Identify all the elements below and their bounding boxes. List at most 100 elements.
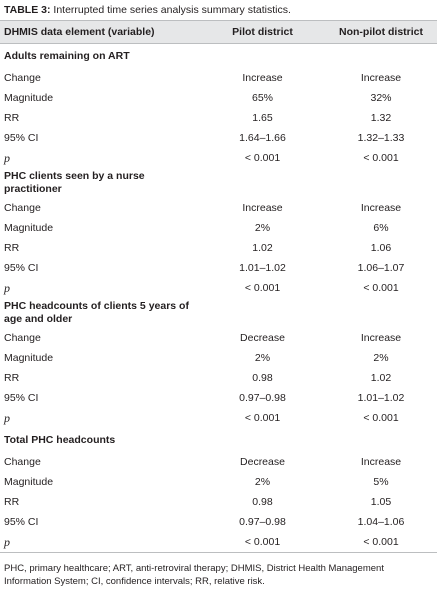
row-label: Change (4, 72, 41, 84)
group-title-text: Adults remaining on ART (4, 49, 130, 62)
row-label: RR (4, 496, 20, 508)
group-row: PHC headcounts of clients 5 years of age… (0, 298, 437, 328)
cell: < 0.001 (244, 412, 281, 424)
footnote: PHC, primary healthcare; ART, anti-retro… (4, 563, 384, 587)
cell: < 0.001 (244, 282, 281, 294)
cell: 2% (373, 352, 389, 364)
data-row: p < 0.001 < 0.001 (0, 408, 437, 428)
cell: 2% (254, 352, 271, 364)
cell: Increase (242, 202, 283, 214)
row-label: p (4, 280, 10, 295)
row-label: Change (4, 456, 41, 468)
cell: 1.02 (252, 242, 273, 254)
cell: 1.01–1.02 (239, 262, 286, 274)
row-label: RR (4, 372, 20, 384)
data-row: RR 1.02 1.06 (0, 238, 437, 258)
cell: 0.97–0.98 (239, 392, 286, 404)
row-label: Magnitude (4, 92, 54, 104)
cell: 1.32 (370, 112, 392, 124)
data-row: Change Increase Increase (0, 198, 437, 218)
row-label: p (0, 532, 200, 553)
row-label: Magnitude (4, 222, 54, 234)
group-title-text: PHC headcounts of clients 5 years of age… (4, 300, 189, 325)
cell: 1.06 (370, 242, 392, 254)
row-label: Magnitude (4, 352, 54, 364)
row-label: p (4, 410, 10, 425)
column-header: DHMIS data element (variable) (0, 20, 200, 44)
cell: < 0.001 (363, 412, 399, 424)
data-row: Magnitude 2% 5% (0, 472, 437, 492)
data-row: Magnitude 65% 32% (0, 88, 437, 108)
cell: Decrease (240, 332, 285, 344)
cell: < 0.001 (200, 532, 325, 553)
cell: Increase (360, 72, 402, 84)
data-row: p < 0.001 < 0.001 (0, 278, 437, 298)
cell: Increase (360, 332, 402, 344)
data-row: RR 0.98 1.02 (0, 368, 437, 388)
row-label: Change (4, 332, 41, 344)
data-row: Magnitude 2% 2% (0, 348, 437, 368)
data-row: Magnitude 2% 6% (0, 218, 437, 238)
cell: 65% (251, 92, 273, 104)
cell: 0.98 (252, 496, 273, 508)
caption-text: Interrupted time series analysis summary… (53, 4, 291, 16)
row-label: Magnitude (4, 476, 54, 488)
row-label: RR (4, 242, 20, 254)
group-row: Adults remaining on ART (0, 44, 437, 69)
cell: 2% (254, 476, 271, 488)
cell: 1.64–1.66 (239, 132, 286, 144)
group-title: PHC headcounts of clients 5 years of age… (0, 298, 437, 328)
cell: Increase (360, 456, 402, 468)
row-label: 95% CI (4, 516, 39, 528)
row-label: 95% CI (4, 132, 39, 144)
cell: 1.02 (370, 372, 392, 384)
table-caption: TABLE 3: Interrupted time series analysi… (4, 4, 291, 16)
data-row: 95% CI 0.97–0.98 1.04–1.06 (0, 512, 437, 532)
data-row: p < 0.001 < 0.001 (0, 532, 437, 553)
cell: 6% (373, 222, 389, 234)
cell: < 0.001 (363, 282, 399, 294)
data-row: RR 0.98 1.05 (0, 492, 437, 512)
cell: 32% (370, 92, 392, 104)
cell: < 0.001 (363, 152, 399, 164)
group-title: PHC clients seen by a nurse practitioner (0, 168, 437, 198)
cell: 0.98 (252, 372, 273, 384)
cell: 0.97–0.98 (239, 516, 286, 528)
data-row: 95% CI 0.97–0.98 1.01–1.02 (0, 388, 437, 408)
group-title-text: PHC clients seen by a nurse practitioner (4, 170, 145, 195)
row-label: p (4, 150, 10, 165)
cell: < 0.001 (244, 152, 281, 164)
cell: 1.05 (370, 496, 392, 508)
data-row: RR 1.65 1.32 (0, 108, 437, 128)
group-row: PHC clients seen by a nurse practitioner (0, 168, 437, 198)
group-row: Total PHC headcounts (0, 428, 437, 452)
group-title: Adults remaining on ART (0, 44, 437, 69)
data-row: p < 0.001 < 0.001 (0, 148, 437, 168)
row-label: Change (4, 202, 41, 214)
caption-label: TABLE 3: (4, 4, 51, 16)
statistics-table: DHMIS data element (variable) Pilot dist… (0, 20, 437, 553)
cell: Increase (360, 202, 402, 214)
data-row: Change Decrease Increase (0, 328, 437, 348)
row-label: 95% CI (4, 262, 39, 274)
cell: < 0.001 (325, 532, 437, 553)
column-header: Pilot district (200, 20, 325, 44)
cell: 1.65 (252, 112, 273, 124)
cell: 5% (373, 476, 389, 488)
row-label: RR (4, 112, 20, 124)
row-label: 95% CI (4, 392, 39, 404)
group-title: Total PHC headcounts (0, 428, 437, 452)
data-row: Change Decrease Increase (0, 452, 437, 472)
data-row: Change Increase Increase (0, 68, 437, 88)
cell: 1.06–1.07 (357, 262, 405, 274)
data-row: 95% CI 1.64–1.66 1.32–1.33 (0, 128, 437, 148)
column-header: Non-pilot district (325, 20, 437, 44)
data-row: 95% CI 1.01–1.02 1.06–1.07 (0, 258, 437, 278)
cell: 1.32–1.33 (357, 132, 405, 144)
cell: Increase (242, 72, 283, 84)
header-row: DHMIS data element (variable) Pilot dist… (0, 20, 437, 44)
group-title-text: Total PHC headcounts (4, 433, 116, 446)
cell: 1.04–1.06 (357, 516, 405, 528)
cell: 2% (254, 222, 271, 234)
